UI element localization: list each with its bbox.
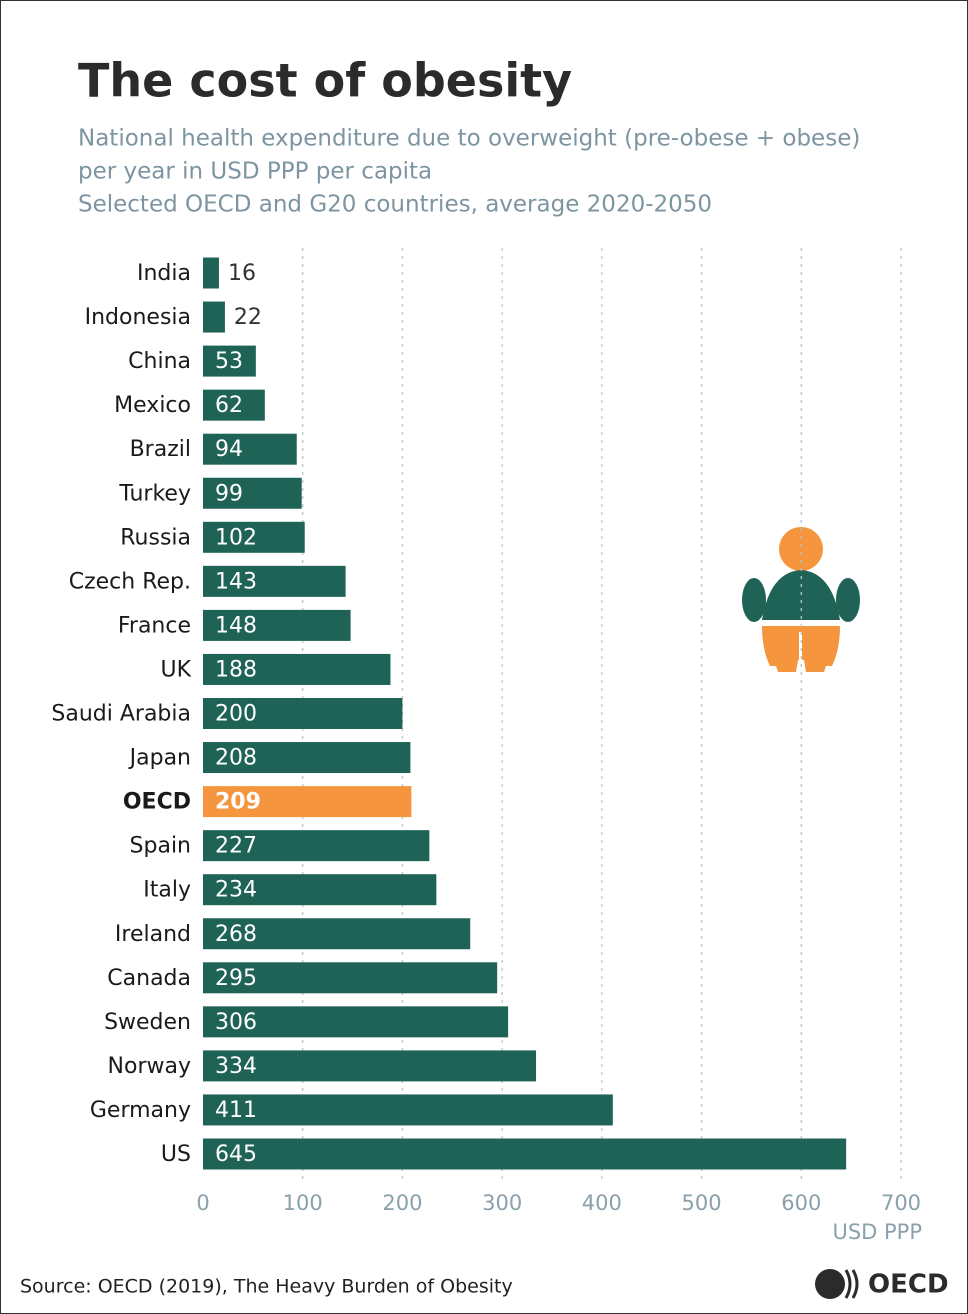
value-label: 99: [215, 481, 243, 506]
bar: [203, 609, 351, 641]
source: Source: OECD (2019), The Heavy Burden of…: [20, 1276, 513, 1298]
value-label: 209: [215, 790, 261, 815]
bar: [203, 477, 302, 509]
category-label: Indonesia: [85, 305, 191, 330]
bar: [203, 742, 411, 774]
value-label: 411: [215, 1098, 257, 1123]
bar: [203, 565, 346, 597]
value-label: 227: [215, 834, 257, 859]
x-tick-label: 700: [881, 1191, 921, 1215]
x-tick-label: 600: [781, 1191, 821, 1215]
category-label: Mexico: [114, 393, 191, 418]
bar: [203, 257, 219, 289]
value-label: 334: [215, 1054, 257, 1079]
bar: [203, 874, 437, 906]
category-label: Brazil: [130, 437, 191, 462]
bar: [203, 1094, 613, 1126]
category-label: OECD: [123, 790, 191, 815]
x-tick-label: 0: [196, 1191, 209, 1215]
category-label: Canada: [107, 966, 191, 991]
category-label: China: [128, 349, 191, 374]
bar: [203, 389, 265, 421]
x-axis-label: USD PPP: [832, 1220, 922, 1244]
category-label: France: [118, 613, 191, 638]
category-label: Germany: [90, 1098, 191, 1123]
logo: OECD: [815, 1269, 949, 1300]
value-label: 94: [215, 437, 243, 462]
category-label: UK: [160, 657, 191, 682]
bar: [203, 653, 391, 685]
x-tick-label: 400: [582, 1191, 622, 1215]
bar: [203, 786, 412, 818]
logo-text: OECD: [868, 1270, 949, 1300]
bar: [203, 345, 256, 377]
value-label: 143: [215, 569, 257, 594]
category-label: Turkey: [118, 481, 191, 506]
bar: [203, 1138, 847, 1170]
value-label: 62: [215, 393, 243, 418]
x-tick-label: 500: [682, 1191, 722, 1215]
value-label: 645: [215, 1142, 257, 1167]
value-label: 22: [234, 305, 262, 330]
value-label: 53: [215, 349, 243, 374]
subtitle: per year in USD PPP per capita: [78, 159, 432, 185]
category-label: Italy: [143, 878, 191, 903]
subtitle: Selected OECD and G20 countries, average…: [78, 192, 712, 218]
category-label: US: [161, 1142, 191, 1167]
category-label: Japan: [128, 746, 191, 771]
category-label: Ireland: [115, 922, 191, 947]
bar: [203, 918, 471, 950]
category-label: Sweden: [104, 1010, 191, 1035]
value-label: 295: [215, 966, 257, 991]
chart-title: The cost of obesity: [78, 54, 572, 108]
bar: [203, 521, 305, 553]
bar: [203, 301, 225, 333]
value-label: 148: [215, 613, 257, 638]
bar: [203, 830, 430, 862]
x-tick-label: 200: [382, 1191, 422, 1215]
value-label: 268: [215, 922, 257, 947]
bar: [203, 1050, 537, 1082]
category-label: Spain: [130, 834, 191, 859]
category-label: Czech Rep.: [69, 569, 191, 594]
bar: [203, 962, 498, 994]
value-label: 208: [215, 746, 257, 771]
category-label: India: [137, 261, 191, 286]
x-tick-label: 100: [283, 1191, 323, 1215]
value-label: 16: [228, 261, 256, 286]
value-label: 234: [215, 878, 257, 903]
value-label: 200: [215, 702, 257, 727]
category-label: Norway: [108, 1054, 191, 1079]
value-label: 306: [215, 1010, 257, 1035]
bar: [203, 1006, 509, 1038]
bar: [203, 698, 403, 729]
x-tick-label: 300: [482, 1191, 522, 1215]
value-label: 188: [215, 657, 257, 682]
category-label: Saudi Arabia: [51, 702, 191, 727]
value-label: 102: [215, 525, 257, 550]
subtitle: National health expenditure due to overw…: [78, 126, 860, 152]
bar: [203, 433, 297, 465]
category-label: Russia: [120, 525, 191, 550]
